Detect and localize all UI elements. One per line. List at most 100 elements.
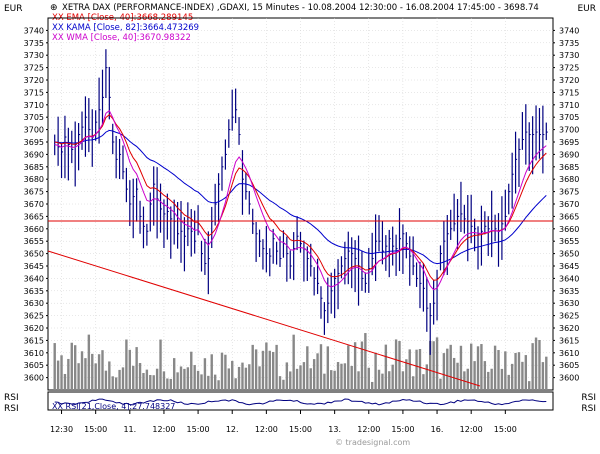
volume-bar [224, 354, 227, 390]
volume-bar [166, 378, 169, 390]
y-tick-label-right: 3740 [559, 26, 579, 35]
chart-title-glyph: ⊕ [50, 3, 58, 13]
y-tick-label-right: 3685 [559, 163, 579, 172]
volume-bar [528, 381, 531, 390]
rsi-label-left-2: RSI [4, 404, 19, 414]
currency-left-label: EUR [4, 4, 23, 14]
volume-bar [411, 376, 415, 390]
volume-bar [234, 378, 237, 390]
y-tick-label-right: 3655 [559, 237, 579, 246]
volume-bar [138, 363, 142, 390]
y-tick-label-right: 3680 [559, 175, 579, 184]
volume-bar [408, 349, 411, 390]
volume-bar [172, 358, 176, 390]
volume-bar [449, 344, 452, 390]
volume-bar [452, 357, 456, 390]
y-tick-label-right: 3635 [559, 287, 579, 296]
x-tick-label: 12:00 [255, 425, 278, 434]
legend-entry: XX KAMA [Close, 82]:3664.473269 [52, 23, 199, 33]
volume-bar [521, 361, 524, 390]
volume-bar [97, 354, 101, 390]
volume-bar [186, 367, 190, 390]
volume-bar [469, 343, 473, 390]
trend-line[interactable] [47, 250, 481, 387]
volume-bar [282, 379, 285, 390]
volume-bar [353, 342, 357, 390]
y-tick-label-right: 3615 [559, 336, 579, 345]
volume-bars [53, 333, 548, 390]
y-tick-label-left: 3620 [24, 324, 44, 333]
chart-title: XETRA DAX (PERFORMANCE-INDEX) ,GDAXI, 15… [62, 3, 539, 13]
volume-bar [381, 373, 384, 390]
y-tick-label-right: 3605 [559, 361, 579, 370]
volume-bar [73, 345, 77, 390]
volume-bar [330, 370, 333, 390]
volume-bar [268, 350, 271, 390]
volume-bar [114, 377, 118, 390]
x-tick-label: 15:00 [391, 425, 414, 434]
y-tick-label-left: 3700 [24, 126, 44, 135]
volume-bar [213, 374, 217, 390]
grid [48, 18, 553, 390]
y-tick-label-left: 3610 [24, 349, 44, 358]
price-bars [54, 49, 548, 355]
volume-bar [401, 371, 405, 390]
volume-bar [248, 364, 251, 390]
volume-bar [422, 374, 425, 390]
y-tick-label-left: 3640 [24, 274, 44, 283]
volume-bar [285, 362, 289, 390]
volume-bar [340, 363, 343, 390]
y-tick-label-right: 3715 [559, 88, 579, 97]
volume-bar [227, 368, 231, 390]
volume-bar [155, 368, 159, 390]
volume-bar [241, 362, 244, 390]
volume-bar [231, 360, 234, 390]
volume-bar [418, 349, 422, 390]
y-tick-label-right: 3690 [559, 150, 579, 159]
volume-bar [490, 368, 493, 390]
volume-bar [118, 369, 121, 390]
x-tick-label: 12:00 [357, 425, 380, 434]
volume-bar [394, 339, 398, 390]
x-tick-label: 12. [226, 425, 239, 434]
y-tick-label-left: 3740 [24, 26, 44, 35]
volume-bar [534, 337, 538, 390]
volume-bar [398, 341, 401, 390]
y-tick-label-right: 3735 [559, 39, 579, 48]
y-tick-label-right: 3630 [559, 299, 579, 308]
x-tick-label: 15:00 [494, 425, 517, 434]
volume-bar [53, 343, 56, 390]
volume-bar [384, 344, 388, 390]
volume-bar [459, 345, 463, 390]
volume-bar [319, 344, 323, 390]
y-tick-label-right: 3625 [559, 312, 579, 321]
x-tick-label: 12:30 [50, 425, 73, 434]
volume-bar [278, 376, 282, 390]
y-tick-label-left: 3625 [24, 312, 44, 321]
volume-bar [101, 350, 104, 390]
y-tick-label-left: 3650 [24, 250, 44, 259]
volume-bar [56, 360, 60, 390]
y-tick-label-right: 3600 [559, 374, 579, 383]
volume-bar [254, 349, 258, 390]
ema-line [54, 113, 547, 281]
x-tick-label: 15:00 [84, 425, 107, 434]
volume-bar [200, 374, 203, 390]
volume-bar [480, 344, 483, 390]
volume-bar [84, 358, 87, 390]
volume-bar [306, 346, 309, 390]
volume-bar [77, 363, 80, 390]
volume-bar [159, 339, 162, 390]
volume-bar [504, 351, 507, 390]
volume-bar [439, 378, 442, 390]
volume-bar [500, 368, 504, 390]
watermark: © tradesignal.com [335, 438, 410, 447]
y-tick-label-left: 3600 [24, 374, 44, 383]
y-tick-label-right: 3710 [559, 101, 579, 110]
y-tick-label-left: 3715 [24, 88, 44, 97]
wma-line [54, 109, 547, 291]
volume-bar [370, 381, 374, 390]
y-tick-label-left: 3730 [24, 51, 44, 60]
volume-bar [302, 362, 306, 390]
volume-bar [217, 380, 220, 390]
